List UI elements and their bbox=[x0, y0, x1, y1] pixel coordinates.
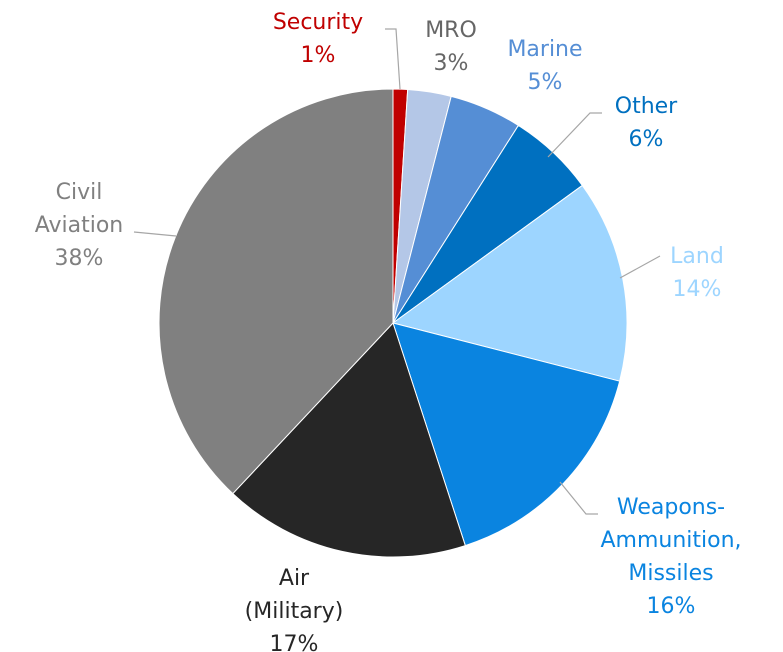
slice-label: Security 1% bbox=[273, 10, 363, 68]
slice-label: Air (Military) 17% bbox=[245, 566, 344, 652]
pie-slice-weapons-ammunition-missiles bbox=[392, 322, 621, 547]
slice-label: Other 6% bbox=[615, 94, 678, 152]
slice-label: Marine 5% bbox=[507, 37, 582, 95]
slice-label: Civil Aviation 38% bbox=[35, 180, 124, 271]
slice-label: MRO 3% bbox=[425, 18, 477, 76]
pie-slice-land bbox=[391, 184, 628, 382]
leader-line bbox=[385, 28, 401, 90]
slice-label: Land 14% bbox=[670, 244, 724, 302]
slice-label: Weapons-Ammunition, Missiles 16% bbox=[600, 495, 741, 619]
slice-labels: Security 1% MRO 3% Marine 5% Other 6% Land 14% Wea… bbox=[35, 10, 742, 652]
leader-line bbox=[547, 112, 602, 158]
pie-slice-civil-aviation bbox=[158, 88, 394, 495]
pie-slice-air-military bbox=[232, 322, 466, 558]
pie-slices bbox=[158, 88, 628, 558]
leader-line bbox=[133, 231, 177, 237]
leader-line bbox=[619, 255, 661, 279]
leader-line bbox=[559, 481, 598, 515]
leader-lines bbox=[133, 28, 661, 515]
